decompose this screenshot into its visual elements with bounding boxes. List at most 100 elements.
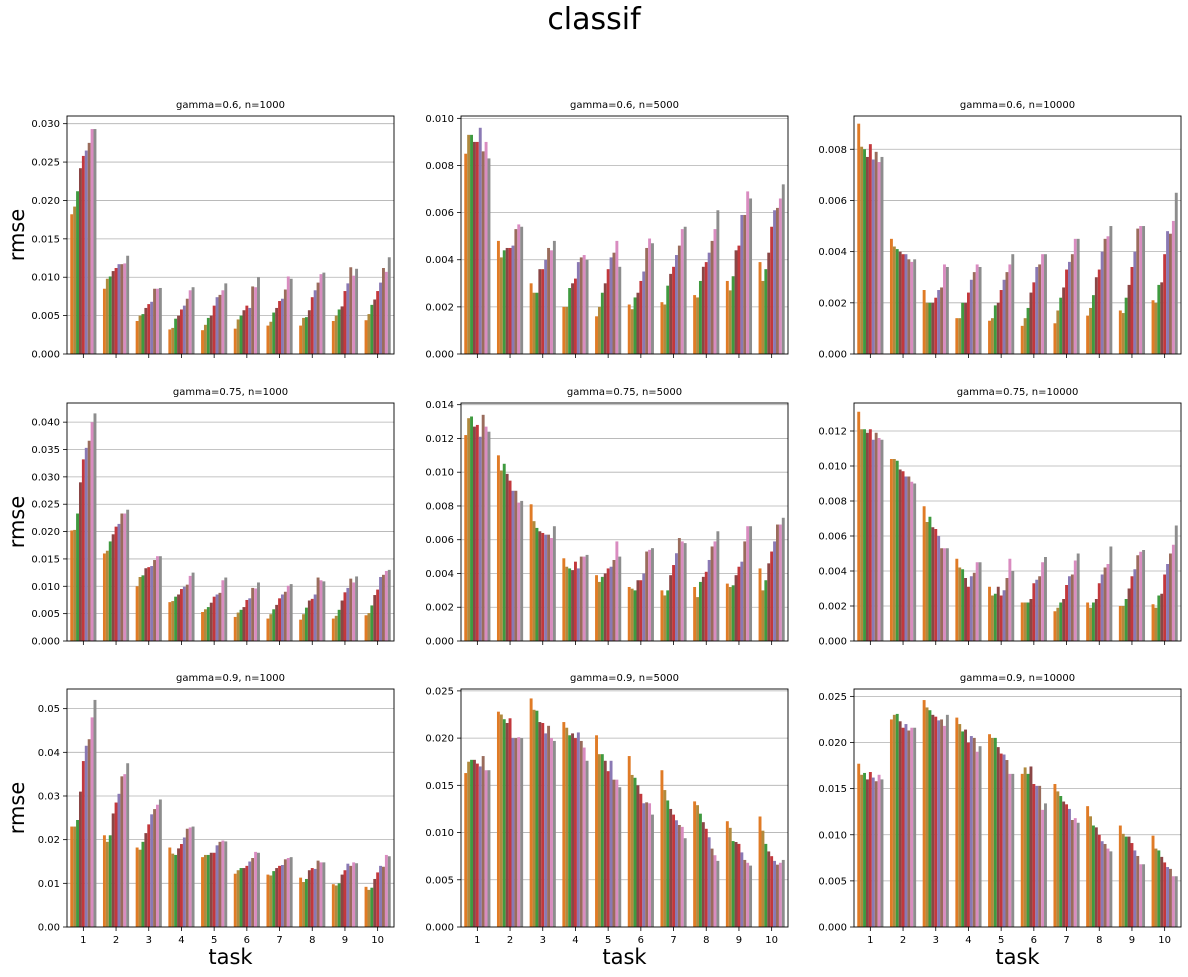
bar xyxy=(514,738,518,927)
bar xyxy=(1011,773,1015,927)
bar xyxy=(1097,834,1101,927)
y-tick-label: 0.040 xyxy=(31,418,60,429)
bar xyxy=(975,562,979,641)
bar xyxy=(147,304,151,354)
bar xyxy=(595,575,598,641)
y-axis-label: rmse xyxy=(5,496,29,549)
bar xyxy=(696,597,699,641)
bar xyxy=(322,272,326,354)
bar xyxy=(582,747,586,927)
bar xyxy=(1157,284,1161,354)
y-tick-label: 0.006 xyxy=(425,535,454,546)
bar xyxy=(1169,553,1172,641)
bar xyxy=(910,727,914,927)
bar xyxy=(221,580,225,641)
bar xyxy=(990,318,994,354)
bar xyxy=(609,760,613,927)
bar xyxy=(111,534,115,641)
bar xyxy=(177,594,180,641)
bar xyxy=(582,255,586,354)
bar xyxy=(481,756,485,927)
bar xyxy=(969,279,973,354)
bar xyxy=(636,292,640,354)
bar xyxy=(319,580,323,641)
bar xyxy=(126,509,130,641)
bar xyxy=(865,432,869,641)
bar xyxy=(147,567,151,641)
bar xyxy=(544,259,548,354)
bar xyxy=(1142,550,1146,641)
bar xyxy=(1174,192,1178,354)
x-tick-label: 1 xyxy=(474,935,480,946)
bar xyxy=(272,609,276,641)
bar xyxy=(571,733,574,927)
x-tick-label: 6 xyxy=(638,935,644,946)
bar xyxy=(898,251,902,354)
bar xyxy=(728,827,732,927)
bar xyxy=(307,870,311,927)
bar xyxy=(1133,251,1137,354)
y-tick-label: 0.04 xyxy=(38,748,60,759)
bar xyxy=(158,287,162,354)
bar xyxy=(967,742,970,927)
bar xyxy=(209,852,213,927)
y-tick-label: 0.01 xyxy=(38,879,60,890)
bar xyxy=(904,254,908,354)
bar xyxy=(958,724,962,927)
bar xyxy=(913,259,917,354)
x-tick-label: 1 xyxy=(867,935,873,946)
bar xyxy=(660,302,664,354)
bar xyxy=(209,315,213,354)
y-tick-label: 0.000 xyxy=(425,350,454,361)
subplot-title: gamma=0.6, n=1000 xyxy=(176,100,285,111)
axes-frame xyxy=(460,402,789,642)
y-tick-label: 0.004 xyxy=(425,569,454,580)
bar xyxy=(934,297,938,354)
bar xyxy=(863,149,866,354)
bar xyxy=(978,746,982,927)
bar xyxy=(618,556,622,641)
bar xyxy=(105,550,109,641)
bar xyxy=(1130,266,1134,354)
bar xyxy=(967,586,970,641)
bar xyxy=(236,319,240,354)
bar xyxy=(1053,323,1057,354)
bar xyxy=(922,290,926,354)
bar xyxy=(713,855,717,927)
bar xyxy=(209,602,213,641)
bar xyxy=(967,292,970,354)
bar xyxy=(520,226,524,354)
bar xyxy=(313,290,317,354)
subplot-7: 0.00 0.01 0.02 0.03 0.04 0.05 1 2 3 4 5 6 7 8 9 10 gamma… xyxy=(5,673,395,969)
bar xyxy=(680,541,684,641)
bar xyxy=(1121,313,1125,354)
bar xyxy=(571,283,574,354)
bar xyxy=(470,416,473,641)
bar xyxy=(1142,226,1146,354)
bar xyxy=(550,738,553,927)
y-tick-label: 0.008 xyxy=(818,497,847,508)
x-tick-label: 7 xyxy=(276,935,282,946)
bar xyxy=(1062,287,1066,354)
bar xyxy=(1142,864,1146,927)
bar xyxy=(639,793,643,927)
x-tick-label: 7 xyxy=(670,935,676,946)
bar xyxy=(272,871,276,927)
bar xyxy=(913,483,917,641)
bar xyxy=(278,598,282,641)
bar xyxy=(552,526,556,641)
bar xyxy=(645,551,649,641)
bar xyxy=(84,447,88,641)
bar xyxy=(475,424,479,641)
bar xyxy=(571,570,574,641)
bar xyxy=(696,297,699,354)
bar xyxy=(758,816,762,927)
bar xyxy=(289,857,293,927)
bar xyxy=(1106,848,1110,927)
bar xyxy=(701,266,705,354)
subplot-9: 0.000 0.005 0.010 0.015 0.020 0.025 1 2 3 4 5 6 7 8 9 1… xyxy=(818,673,1182,969)
bar xyxy=(1154,607,1158,641)
bar xyxy=(541,532,545,641)
bar xyxy=(713,541,717,641)
